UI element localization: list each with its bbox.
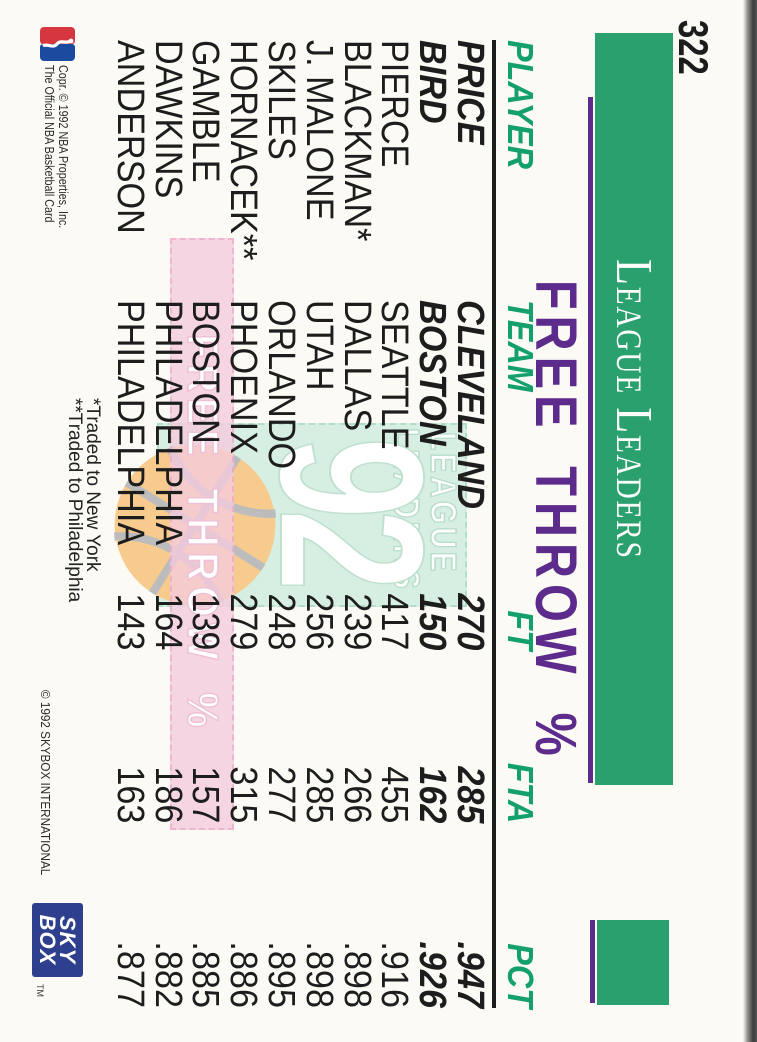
table-row: SKILES ORLANDO 248 277 .895 [260, 40, 303, 1008]
nba-copyright-line2: The Official NBA Basketball Card [42, 65, 56, 223]
col-header-team: TEAM [500, 300, 541, 392]
cell-player: BIRD [411, 40, 454, 124]
footnotes: *Traded to New York **Traded to Philadel… [64, 398, 104, 603]
cell-ft: 150 [411, 592, 454, 650]
scanner-edge-shadow [743, 0, 757, 1042]
cell-ft: 279 [222, 592, 265, 650]
cell-team: PHILADELPHIA [108, 300, 151, 546]
table-rows: PRICE CLEVELAND 270 285 .947 BIRD BOSTON… [108, 40, 492, 1008]
table-row: ANDERSON PHILADELPHIA 143 163 .877 [108, 40, 151, 1008]
cell-ft: 417 [373, 592, 416, 650]
cell-fta: 277 [260, 765, 303, 823]
banner-right-tab [597, 920, 669, 1005]
cell-player: SKILES [260, 40, 303, 160]
cell-team: PHOENIX [222, 300, 265, 454]
cell-pct: .886 [222, 941, 265, 1008]
stats-table-header: PLAYER TEAM FT FTA PCT [492, 40, 544, 1008]
cell-ft: 248 [260, 592, 303, 650]
banner-title: League Leaders [605, 258, 663, 560]
cell-ft: 239 [335, 592, 378, 650]
table-row: BIRD BOSTON 150 162 .926 [411, 40, 454, 1008]
skybox-logo-line2: BOX [35, 914, 61, 966]
cell-player: ANDERSON [108, 40, 151, 234]
cell-player: PIERCE [373, 40, 416, 168]
cell-team: CLEVELAND [449, 300, 491, 510]
col-header-player: PLAYER [500, 40, 541, 170]
cell-pct: .947 [449, 941, 491, 1008]
cell-fta: 315 [222, 765, 265, 823]
nba-copyright: Copr. © 1992 NBA Properties, Inc. The Of… [42, 65, 70, 228]
cell-pct: .877 [108, 941, 151, 1008]
cell-ft: 270 [449, 592, 491, 650]
cell-fta: 163 [108, 765, 151, 823]
table-row: GAMBLE BOSTON 139 157 .885 [184, 40, 227, 1008]
cell-fta: 455 [373, 765, 416, 823]
cell-player: PRICE [449, 40, 491, 145]
skybox-tm: TM [35, 984, 45, 997]
cell-team: ORLANDO [260, 300, 303, 470]
cell-ft: 143 [108, 592, 151, 650]
card-number: 322 [670, 20, 717, 75]
cell-player: J. MALONE [297, 40, 340, 221]
league-leaders-banner: League Leaders [595, 33, 673, 785]
col-header-ft: FT [500, 610, 541, 650]
cell-player: BLACKMAN* [335, 40, 378, 242]
cell-team: PHILADELPHIA [146, 300, 189, 546]
cell-pct: .926 [411, 941, 454, 1008]
cell-team: SEATTLE [373, 300, 416, 450]
cell-fta: 157 [184, 765, 227, 823]
cell-fta: 285 [297, 765, 340, 823]
cell-player: GAMBLE [184, 40, 227, 183]
cell-fta: 285 [449, 765, 491, 823]
nba-copyright-line1: Copr. © 1992 NBA Properties, Inc. [56, 65, 70, 229]
cell-pct: .882 [146, 941, 189, 1008]
cell-fta: 266 [335, 765, 378, 823]
cell-ft: 164 [146, 592, 189, 650]
skybox-logo-line1: SKY [55, 915, 81, 965]
table-row: J. MALONE UTAH 256 285 .898 [297, 40, 340, 1008]
cell-fta: 186 [146, 765, 189, 823]
cell-pct: .895 [260, 941, 303, 1008]
purple-rule-right [590, 920, 595, 1003]
table-row: HORNACEK** PHOENIX 279 315 .886 [222, 40, 265, 1008]
table-row: PIERCE SEATTLE 417 455 .916 [373, 40, 416, 1008]
cell-player: DAWKINS [146, 40, 189, 199]
skybox-logo: SKY BOX [32, 903, 83, 977]
table-row: BLACKMAN* DALLAS 239 266 .898 [335, 40, 378, 1008]
cell-team: UTAH [297, 300, 340, 391]
cell-team: DALLAS [335, 300, 378, 432]
cell-pct: .916 [373, 941, 416, 1008]
footnote-1: *Traded to New York [82, 398, 103, 572]
cell-pct: .885 [184, 941, 227, 1008]
cell-player: HORNACEK** [222, 40, 265, 261]
cell-ft: 256 [297, 592, 340, 650]
cell-team: BOSTON [184, 300, 227, 444]
stats-table: PLAYER TEAM FT FTA PCT PRICE CLEVELAND 2… [108, 40, 544, 1008]
skybox-copyright: © 1992 SKYBOX INTERNATIONAL [38, 690, 53, 876]
footnote-2: **Traded to Philadelphia [64, 398, 86, 603]
cell-pct: .898 [297, 941, 340, 1008]
cell-team: BOSTON [411, 300, 454, 446]
nba-logo-icon [40, 27, 75, 61]
col-header-pct: PCT [500, 943, 541, 1008]
cell-fta: 162 [411, 765, 454, 823]
cell-pct: .898 [335, 941, 378, 1008]
table-row: DAWKINS PHILADELPHIA 164 186 .882 [146, 40, 189, 1008]
table-row: PRICE CLEVELAND 270 285 .947 [449, 40, 491, 1008]
cell-ft: 139 [184, 592, 227, 650]
col-header-fta: FTA [500, 762, 541, 823]
